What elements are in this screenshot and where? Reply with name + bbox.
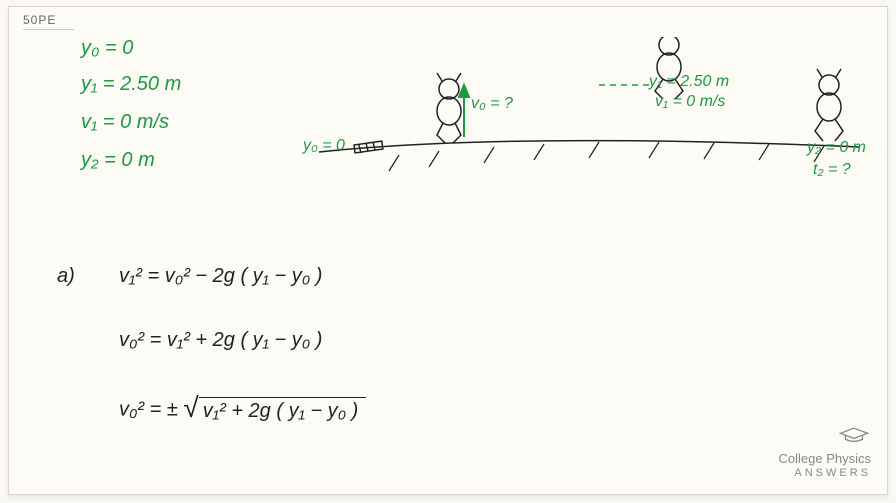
eq2-lhs: v₀²: [119, 329, 144, 351]
diagram: y₀ = 0 v₀ = ? y₁ = 2.50 m v₁ = 0 m/s y₂ …: [309, 37, 869, 217]
diagram-y1-label: y₁ = 2.50 m: [649, 73, 729, 91]
diagram-svg: [309, 37, 869, 217]
problem-label: 50PE: [23, 13, 74, 30]
given-y0: y₀ = 0: [81, 37, 133, 60]
notecard: 50PE y₀ = 0 y₁ = 2.50 m v₁ = 0 m/s y₂ = …: [8, 6, 888, 495]
logo-line1: College Physics: [779, 451, 872, 467]
diagram-t2-label: t₂ = ?: [813, 161, 851, 179]
eq1: v₁² = v₀² − 2g ( y₁ − y₀ ): [119, 265, 322, 288]
diagram-y2-label: y₂ = 0 m: [807, 139, 866, 157]
eq3-sqrt: v₁² + 2g ( y₁ − y₀ ): [199, 397, 367, 423]
eq1-rhs: = v₀² − 2g ( y₁ − y₀ ): [142, 265, 322, 287]
diagram-y0-label: y₀ = 0: [303, 137, 345, 155]
given-v1: v₁ = 0 m/s: [81, 111, 169, 134]
diagram-v0-label: v₀ = ?: [471, 95, 513, 113]
given-y2: y₂ = 0 m: [81, 149, 155, 172]
eq1-lhs: v₁²: [119, 265, 142, 287]
graduation-cap-icon: [837, 426, 871, 444]
part-a-label: a): [57, 265, 75, 288]
logo-line2: ANSWERS: [779, 467, 872, 480]
eq3: v₀² = ± √v₁² + 2g ( y₁ − y₀ ): [119, 397, 366, 423]
given-y1: y₁ = 2.50 m: [81, 73, 181, 96]
eq2: v₀² = v₁² + 2g ( y₁ − y₀ ): [119, 329, 322, 352]
eq2-rhs: = v₁² + 2g ( y₁ − y₀ ): [144, 329, 322, 351]
eq3-lhs: v₀²: [119, 398, 144, 420]
diagram-v1-label: v₁ = 0 m/s: [655, 93, 725, 111]
brand-logo: College Physics ANSWERS: [779, 426, 872, 480]
eq3-mid: = ±: [144, 398, 183, 420]
